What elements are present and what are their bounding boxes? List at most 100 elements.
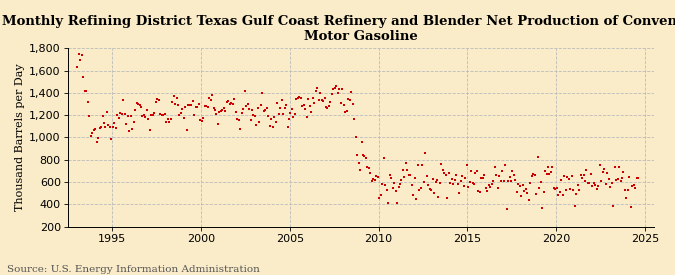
Point — [408, 193, 418, 197]
Point — [525, 181, 536, 186]
Point — [420, 151, 431, 155]
Point — [84, 114, 95, 119]
Point — [257, 90, 268, 95]
Point — [513, 182, 524, 186]
Point — [252, 106, 263, 111]
Point — [215, 109, 226, 114]
Point — [155, 112, 165, 116]
Point — [609, 164, 620, 169]
Point — [85, 134, 96, 138]
Point — [208, 106, 219, 111]
Point — [482, 189, 493, 193]
Point — [248, 113, 259, 117]
Point — [199, 104, 210, 108]
Point — [569, 204, 580, 208]
Point — [103, 123, 114, 128]
Point — [74, 52, 84, 56]
Point — [615, 179, 626, 183]
Point — [226, 101, 237, 106]
Point — [259, 109, 269, 113]
Point — [287, 106, 298, 111]
Point — [485, 184, 495, 189]
Point — [290, 111, 300, 116]
Point — [127, 126, 138, 131]
Point — [520, 187, 531, 192]
Point — [159, 112, 170, 116]
Point — [538, 190, 549, 195]
Point — [409, 175, 420, 180]
Point — [427, 177, 438, 181]
Point — [545, 169, 556, 174]
Point — [210, 108, 221, 112]
Point — [192, 105, 202, 110]
Point — [597, 169, 608, 174]
Point — [359, 154, 370, 158]
Point — [362, 165, 373, 169]
Point — [277, 112, 288, 116]
Point — [529, 173, 540, 177]
Point — [426, 188, 437, 192]
Point — [130, 107, 140, 112]
Point — [343, 97, 354, 101]
Point — [292, 96, 303, 100]
Point — [400, 161, 411, 165]
Point — [543, 165, 554, 169]
Point — [430, 180, 441, 184]
Point — [516, 194, 526, 198]
Point — [332, 91, 343, 96]
Point — [111, 126, 122, 130]
Y-axis label: Thousand Barrels per Day: Thousand Barrels per Day — [15, 64, 25, 211]
Point — [424, 187, 435, 191]
Point — [467, 181, 478, 185]
Point — [99, 121, 109, 125]
Point — [147, 113, 158, 117]
Point — [288, 115, 299, 119]
Point — [550, 187, 561, 192]
Point — [497, 169, 508, 173]
Point — [423, 183, 433, 188]
Point — [462, 185, 473, 190]
Point — [128, 120, 139, 124]
Point — [491, 173, 502, 177]
Point — [507, 169, 518, 173]
Point — [196, 119, 207, 123]
Point — [319, 96, 330, 100]
Point — [614, 164, 624, 169]
Point — [221, 100, 232, 104]
Point — [534, 186, 545, 190]
Point — [508, 173, 519, 177]
Point — [261, 106, 272, 111]
Point — [87, 131, 98, 135]
Point — [177, 106, 188, 111]
Point — [76, 53, 87, 57]
Point — [565, 187, 576, 191]
Point — [204, 96, 215, 100]
Point — [308, 101, 319, 106]
Point — [310, 89, 321, 93]
Point — [378, 156, 389, 160]
Point — [142, 108, 153, 112]
Point — [184, 103, 195, 107]
Point — [518, 183, 529, 187]
Point — [385, 176, 396, 180]
Point — [92, 136, 103, 140]
Point — [360, 156, 371, 161]
Point — [606, 180, 617, 185]
Point — [270, 120, 281, 125]
Point — [250, 114, 261, 118]
Point — [587, 184, 598, 188]
Point — [503, 179, 514, 183]
Point — [402, 168, 413, 172]
Point — [405, 172, 416, 177]
Point — [349, 117, 360, 121]
Point — [414, 188, 425, 192]
Point — [340, 110, 350, 115]
Point — [375, 193, 386, 198]
Point — [445, 181, 456, 186]
Point — [580, 178, 591, 183]
Point — [78, 75, 88, 79]
Point — [101, 109, 112, 114]
Point — [369, 178, 380, 182]
Point — [344, 98, 355, 102]
Point — [100, 125, 111, 129]
